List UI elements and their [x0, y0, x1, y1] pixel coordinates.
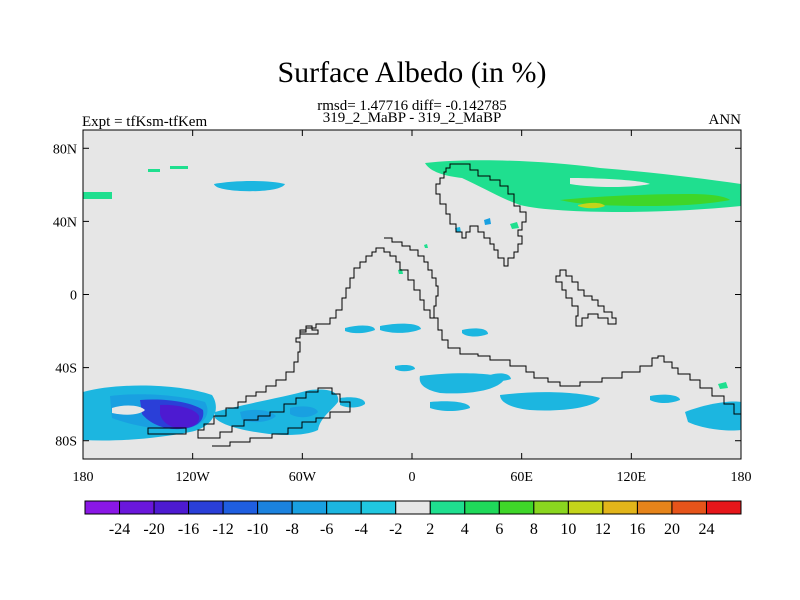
coastline-south-tip — [147, 427, 187, 435]
x-tick-label-3: 0 — [409, 470, 416, 485]
x-tick-label-6: 180 — [731, 470, 752, 485]
coastline-small-island — [299, 325, 319, 335]
colorbar-label-0: -24 — [109, 521, 130, 538]
colorbar-swatch-16 — [636, 500, 673, 515]
anomaly-north-band — [214, 181, 285, 192]
anomaly-southern-ocean-1 — [419, 373, 505, 394]
x-tick-label-1: 120W — [176, 470, 211, 485]
coastlines — [147, 163, 741, 447]
x-tick-label-4: 60E — [510, 470, 533, 485]
anomaly-southern-ocean-3 — [430, 401, 470, 411]
colorbar-label-8: -2 — [389, 521, 402, 538]
anomaly-north-small-5 — [424, 244, 428, 248]
anomaly-tropical-1 — [345, 325, 375, 334]
colorbar-swatch-7 — [326, 500, 362, 515]
anomaly-north-west-green — [83, 192, 112, 199]
anomaly-southern-ocean-4 — [650, 394, 680, 403]
anomaly-southern-ocean-green — [718, 382, 728, 389]
anomaly-fills — [83, 160, 741, 441]
coastline-central-mass — [384, 237, 741, 415]
anomaly-tropical-2 — [380, 323, 421, 333]
colorbar-swatch-13 — [533, 500, 569, 515]
colorbar-label-11: 6 — [495, 521, 503, 538]
x-tick-label-5: 120E — [617, 470, 647, 485]
anomaly-southern-ocean-5 — [685, 401, 741, 431]
colorbar-label-5: -8 — [285, 521, 298, 538]
colorbar-label-6: -6 — [320, 521, 333, 538]
y-tick-label-3: 40S — [55, 362, 77, 377]
colorbar-label-7: -4 — [355, 521, 368, 538]
colorbar-swatch-3 — [188, 500, 224, 515]
anomaly-north-continent-light — [560, 194, 730, 206]
x-tick-label-2: 60W — [289, 470, 317, 485]
anomaly-tropical-3 — [462, 328, 488, 337]
colorbar-swatch-11 — [464, 500, 500, 515]
coastline-east-peninsula — [555, 269, 617, 327]
colorbar-swatch-17 — [671, 500, 707, 515]
anomaly-south-america-dark2 — [290, 406, 318, 418]
season-label: ANN — [709, 112, 742, 128]
colorbar-swatch-5 — [257, 500, 293, 515]
colorbar-label-17: 24 — [698, 521, 714, 538]
colorbar-label-10: 4 — [461, 521, 469, 538]
colorbar-label-9: 2 — [426, 521, 434, 538]
colorbar-swatch-9 — [395, 500, 431, 515]
anomaly-southern-ocean-7 — [490, 373, 511, 381]
coastline-south-extension — [197, 247, 434, 439]
colorbar-swatch-2 — [153, 500, 190, 515]
x-axis: 180 120W 60W 0 60E 120E 180 — [73, 130, 752, 485]
colorbar-swatch-8 — [360, 500, 397, 515]
colorbar-swatch-12 — [498, 500, 535, 515]
coastline-main-continent — [435, 163, 527, 267]
anomaly-southern-ocean-2 — [500, 392, 600, 411]
anomaly-south-pacific-core — [160, 404, 200, 428]
colorbar-label-3: -12 — [212, 521, 233, 538]
y-tick-label-4: 80S — [55, 435, 77, 450]
colorbar-label-14: 12 — [595, 521, 611, 538]
colorbar-swatch-14 — [567, 500, 604, 515]
colorbar-swatch-6 — [291, 500, 328, 515]
coastline-south-coast — [212, 387, 351, 447]
anomaly-north-green-dash-2 — [170, 166, 188, 169]
stats-line: rmsd= 1.47716 diff= -0.142785 — [317, 98, 507, 114]
anomaly-north-continent-core — [578, 202, 605, 209]
colorbar: -24 -20 -16 -12 -10 -8 -6 -4 -2 2 4 6 8 10 12 16 20 24 — [84, 500, 742, 538]
anomaly-south-pacific-pale — [112, 405, 145, 415]
colorbar-label-1: -20 — [143, 521, 164, 538]
colorbar-swatch-0 — [84, 500, 121, 515]
x-tick-label-0: 180 — [73, 470, 94, 485]
colorbar-swatch-4 — [222, 500, 259, 515]
y-tick-label-2: 0 — [70, 289, 77, 304]
colorbar-swatch-18 — [705, 500, 742, 515]
experiment-label: Expt = tfKsm-tfKem — [82, 114, 207, 130]
colorbar-label-2: -16 — [178, 521, 199, 538]
colorbar-label-13: 10 — [560, 521, 576, 538]
anomaly-drake-blob — [340, 397, 366, 408]
anomaly-north-green-dash-1 — [148, 169, 160, 172]
colorbar-label-15: 16 — [629, 521, 645, 538]
y-tick-label-0: 80N — [53, 142, 77, 157]
colorbar-label-16: 20 — [664, 521, 680, 538]
y-axis: 80N 40N 0 40S 80S — [53, 142, 741, 450]
y-tick-label-1: 40N — [53, 215, 77, 230]
chart-title: Surface Albedo (in %) — [277, 56, 546, 89]
anomaly-north-continent-pale — [570, 178, 650, 187]
anomaly-southern-ocean-6 — [395, 365, 415, 372]
colorbar-label-4: -10 — [247, 521, 268, 538]
colorbar-swatch-15 — [602, 500, 638, 515]
anomaly-north-small-2 — [484, 218, 491, 225]
colorbar-label-12: 8 — [530, 521, 538, 538]
anomaly-north-small-1 — [510, 222, 519, 229]
colorbar-swatch-1 — [119, 500, 155, 515]
colorbar-swatch-10 — [429, 500, 466, 515]
case-line: 319_2_MaBP - 319_2_MaBP — [323, 110, 502, 126]
